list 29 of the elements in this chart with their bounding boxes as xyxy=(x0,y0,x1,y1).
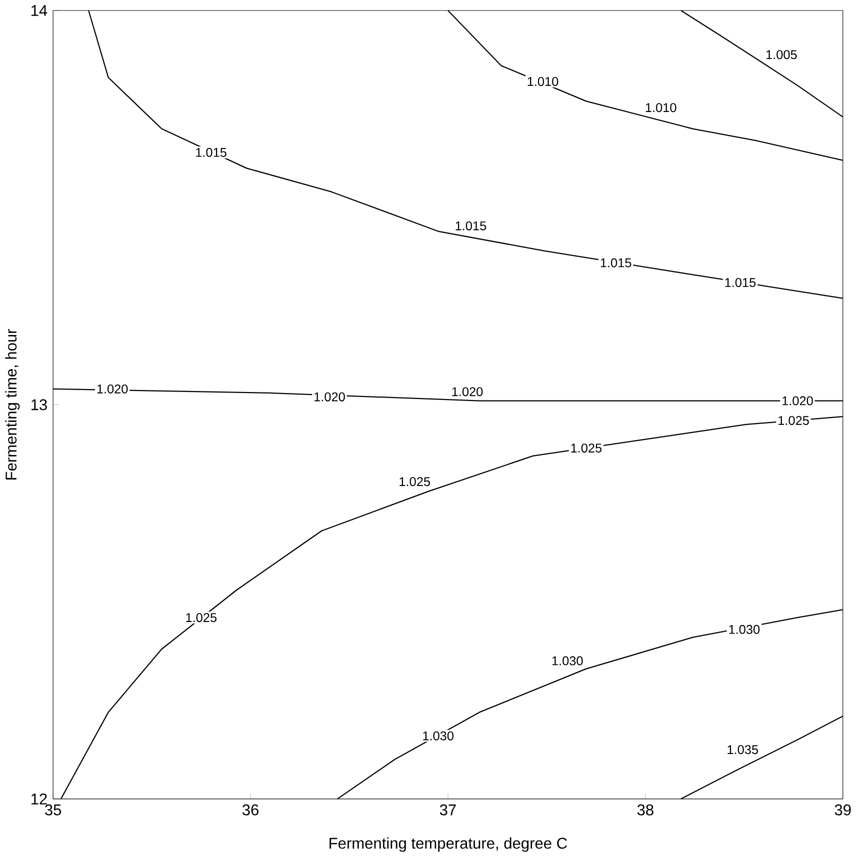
series-label: 1.015 xyxy=(456,221,486,230)
series-label: 1.035 xyxy=(728,745,758,754)
annotation: 1.025 xyxy=(186,613,217,622)
series-label: 1.025 xyxy=(400,477,430,486)
x-tick-label: 36 xyxy=(242,804,259,816)
annotation: 1.020 xyxy=(314,392,346,402)
annotation: 1.015 xyxy=(196,148,227,157)
annotation: 1.020 xyxy=(98,384,128,394)
y-tick-label: 13 xyxy=(32,399,48,410)
series-label: 1.010 xyxy=(646,103,676,112)
annotation: 1.010 xyxy=(528,76,558,86)
x-axis-title: Fermenting temperature, degree C xyxy=(330,837,568,852)
y-tick-label: 14 xyxy=(32,5,48,16)
x-tick-label: 35 xyxy=(45,804,62,816)
annotation: 1.030 xyxy=(729,624,760,634)
annotation: 1.025 xyxy=(778,416,810,425)
annotation: 1.030 xyxy=(423,731,454,740)
x-tick-label: 37 xyxy=(440,804,456,816)
y-tick-label: 12 xyxy=(32,794,47,804)
annotation: 1.015 xyxy=(601,258,632,268)
series-label: 1.030 xyxy=(552,656,583,666)
y-axis-title: Fermenting time, hour xyxy=(5,328,20,480)
series-label: 1.020 xyxy=(452,387,483,396)
x-tick-label: 38 xyxy=(638,804,654,816)
series-label: 1.005 xyxy=(766,50,797,60)
annotation: 1.025 xyxy=(571,444,602,453)
annotation: 1.020 xyxy=(782,396,814,406)
x-tick-label: 39 xyxy=(834,804,851,816)
annotation: 1.015 xyxy=(725,278,756,288)
